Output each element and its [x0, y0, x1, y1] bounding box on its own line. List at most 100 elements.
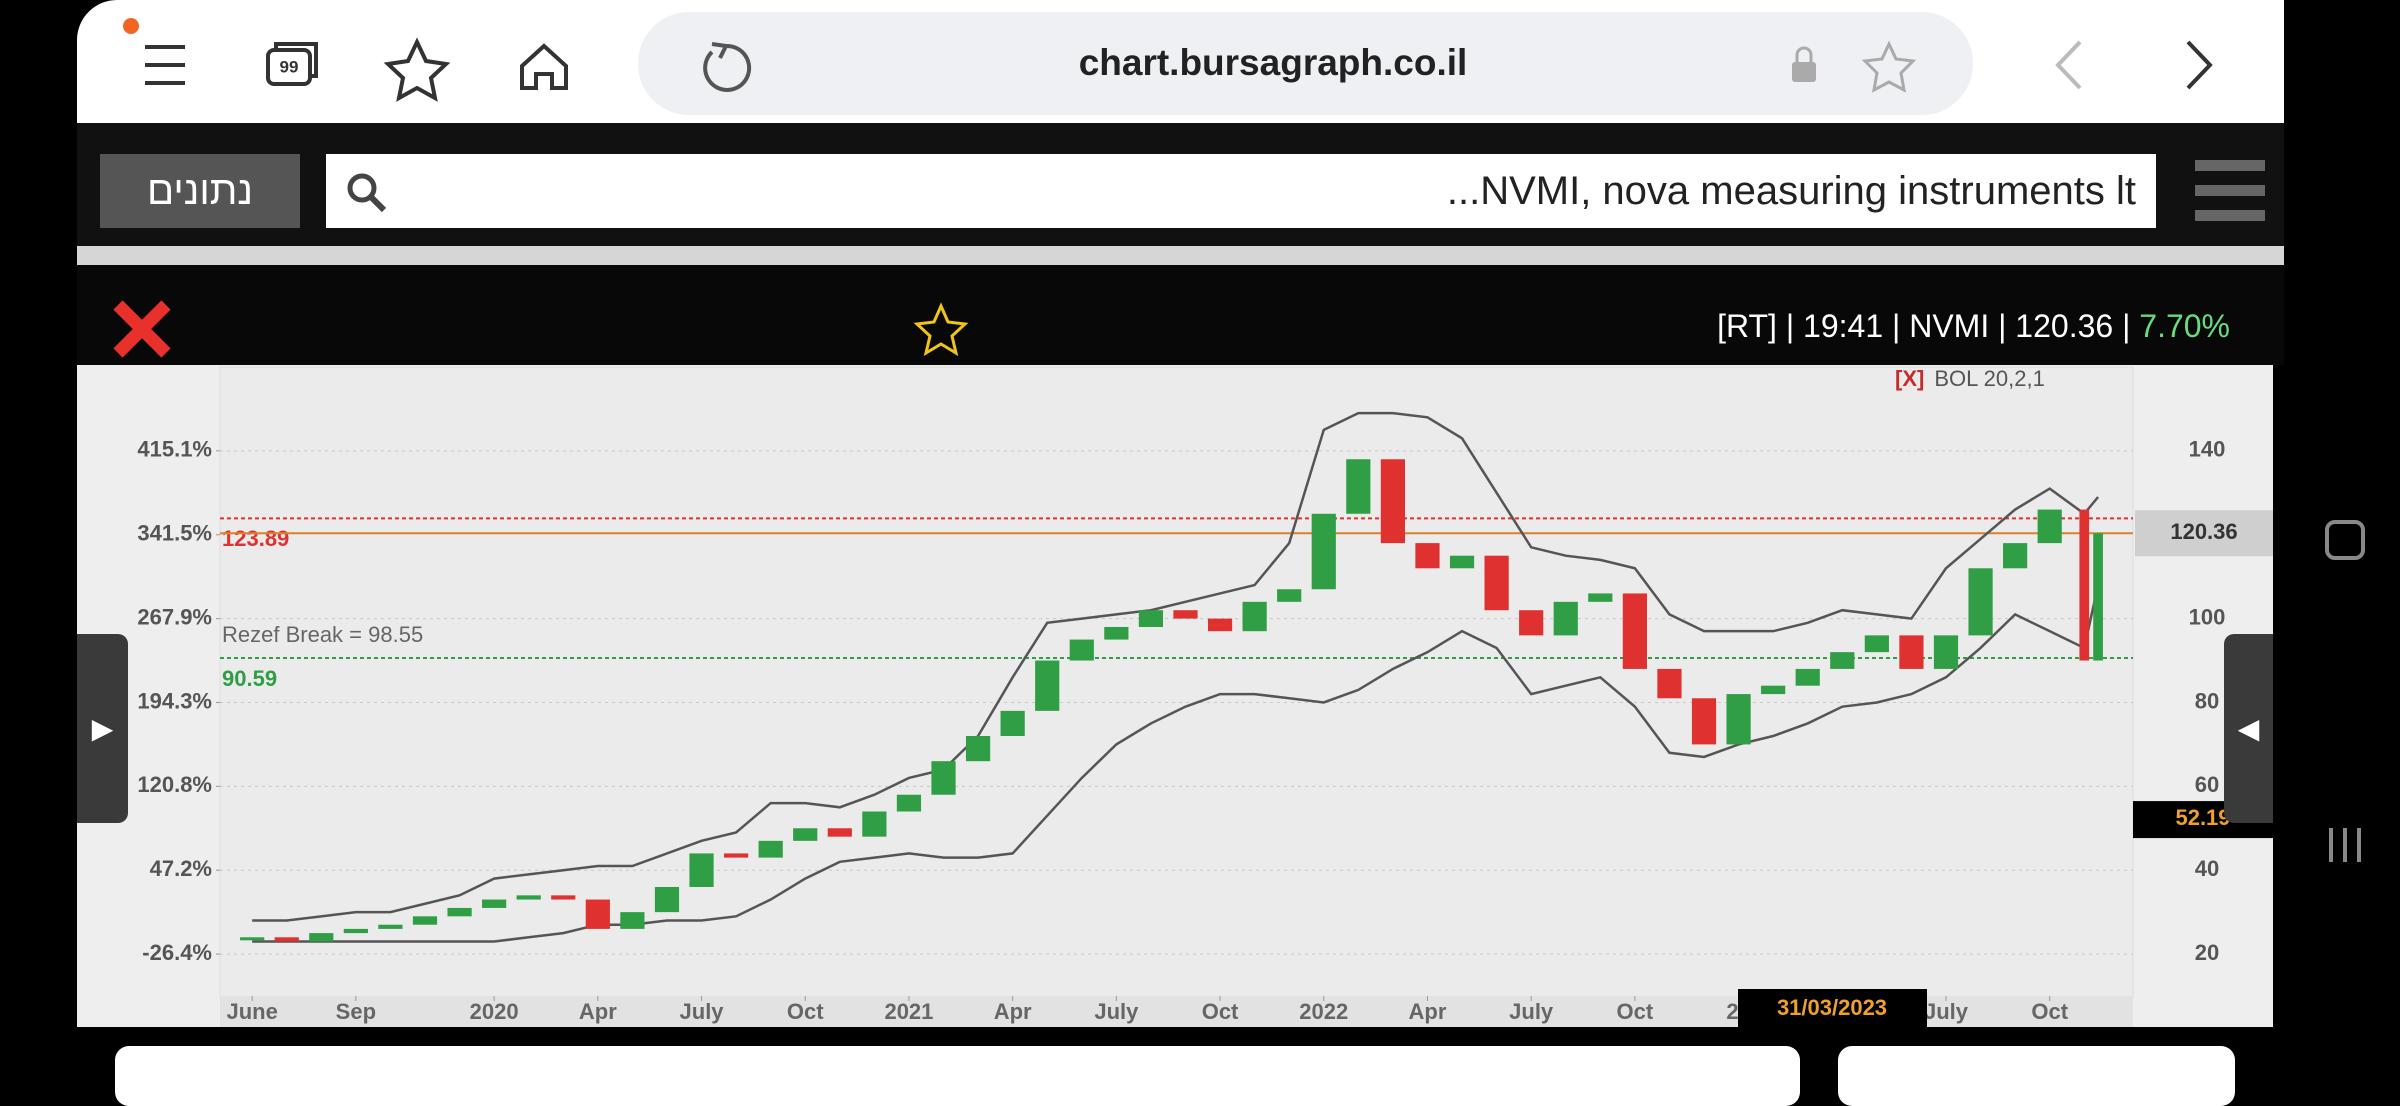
candle	[896, 794, 922, 812]
annotation: Rezef Break = 98.55	[222, 622, 423, 647]
indicator-remove[interactable]: [X]	[1895, 366, 1924, 391]
candle	[1069, 639, 1094, 661]
indicator-legend: [X] BOL 20,2,1	[1895, 366, 2045, 391]
candle	[1622, 593, 1647, 669]
candle	[309, 933, 334, 942]
forward-button[interactable]	[2186, 40, 2213, 90]
search-box[interactable]: ...NVMI, nova measuring instruments lt	[326, 154, 2156, 228]
tabs-button[interactable]	[266, 42, 318, 86]
chart: 20 40 60 80 100 140 -26.4% 47.2% 120.8% 194.3% 267…	[77, 365, 2273, 1027]
y2-tick-label: 47.2%	[150, 856, 212, 881]
candle	[620, 912, 645, 929]
search-icon	[347, 173, 387, 213]
x-tick-label: Oct	[2031, 999, 2068, 1024]
right-panel-toggle[interactable]: ◀	[2224, 634, 2273, 823]
candle	[1484, 555, 1509, 611]
recents-nav[interactable]	[2329, 828, 2361, 862]
candle	[482, 899, 507, 908]
candle	[1035, 660, 1060, 711]
candle	[1138, 610, 1164, 627]
candle	[447, 907, 472, 917]
x-tick-label: Oct	[1202, 999, 1239, 1024]
home-nav[interactable]	[2325, 520, 2365, 560]
indicator-label: BOL 20,2,1	[1934, 366, 2044, 391]
y2-tick-label: 415.1%	[137, 437, 212, 462]
plot-area	[219, 366, 2134, 998]
candle	[1449, 555, 1475, 569]
bollinger-upper	[252, 411, 2100, 922]
bookmarks-button[interactable]	[383, 37, 451, 102]
notification-dot	[123, 18, 139, 34]
x-tick-label: July	[1924, 999, 1969, 1024]
x-tick-label: July	[1094, 999, 1139, 1024]
y2-tick-label: 120.8%	[137, 772, 212, 797]
candle	[2037, 509, 2062, 544]
candle	[1761, 685, 1786, 695]
x-tick-label: Oct	[1617, 999, 1654, 1024]
y-tick-label: 40	[2195, 856, 2219, 881]
x-tick-label: July	[1509, 999, 1554, 1024]
address-bar[interactable]	[638, 12, 1973, 115]
menu-button[interactable]	[145, 45, 185, 85]
last-price-label: 120.36	[2170, 519, 2237, 544]
level-label: 123.89	[222, 526, 289, 551]
x-tick-label: June	[226, 999, 277, 1024]
home-button[interactable]	[520, 43, 568, 90]
candle	[378, 924, 403, 929]
url[interactable]: chart.bursagraph.co.il	[1079, 42, 1468, 83]
candle	[1933, 635, 1959, 669]
y2-tick-label: 194.3%	[137, 688, 212, 713]
candle	[793, 828, 818, 841]
candle	[689, 853, 714, 887]
x-tick-label: Sep	[336, 999, 376, 1024]
tab-count: 99	[280, 57, 299, 76]
candle	[1588, 593, 1613, 602]
candle	[1691, 698, 1717, 745]
candle	[516, 895, 541, 900]
favorite-star[interactable]	[912, 302, 970, 360]
last-price-box	[2135, 510, 2273, 557]
candle	[931, 761, 956, 795]
candle	[1899, 635, 1924, 669]
toolbar-icons: 99 chart.bursagraph.co.il	[123, 12, 2213, 115]
search-text: ...NVMI, nova measuring instruments lt	[1446, 169, 2136, 213]
x-tick-label: 2022	[1299, 999, 1348, 1024]
system-nav	[2325, 520, 2365, 862]
candle	[654, 886, 680, 913]
y2-tick-label: 267.9%	[137, 604, 212, 629]
y-tick-label: 140	[2189, 437, 2226, 462]
x-tick-label: Apr	[994, 999, 1032, 1024]
reload-button[interactable]	[703, 43, 752, 92]
x-tick-label: Apr	[579, 999, 617, 1024]
low-marker-label: 52.19	[2175, 805, 2230, 830]
bollinger-lower	[252, 584, 2100, 943]
bottom-card	[115, 1046, 1800, 1106]
y-tick-label: 100	[2189, 604, 2226, 629]
lock-icon	[1792, 46, 1816, 82]
candle	[1380, 459, 1405, 544]
bookmark-star[interactable]	[1861, 40, 1917, 93]
candle	[1864, 635, 1889, 653]
candle	[1519, 610, 1544, 636]
data-button[interactable]: נתונים	[100, 154, 300, 228]
candle	[1726, 694, 1751, 745]
back-button[interactable]	[2055, 40, 2082, 90]
left-panel-toggle[interactable]: ▶	[77, 634, 128, 823]
y-tick-label: 20	[2195, 940, 2219, 965]
candle	[1795, 668, 1820, 686]
candle	[1277, 589, 1302, 602]
level-label: 90.59	[222, 666, 277, 691]
y2-tick-label: 341.5%	[137, 521, 212, 546]
separator	[77, 246, 2284, 265]
candle	[412, 916, 438, 925]
candle	[551, 895, 576, 900]
hamburger-menu[interactable]	[2190, 158, 2270, 224]
quote-change: 7.70%	[2139, 308, 2230, 344]
candle	[585, 899, 610, 929]
y-tick-label: 60	[2195, 772, 2219, 797]
candle	[965, 736, 991, 762]
close-chart[interactable]	[110, 297, 174, 361]
candle	[1207, 618, 1233, 632]
candle	[1968, 568, 1993, 636]
candle	[827, 828, 852, 837]
